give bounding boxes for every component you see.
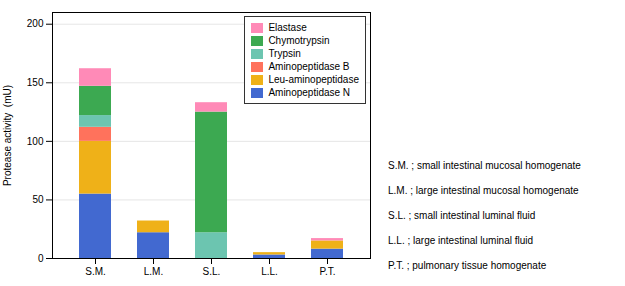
html-text:Trypsin: Trypsin (268, 48, 301, 59)
svg-text:P.T.: P.T. (320, 266, 336, 277)
svg-text:200: 200 (27, 18, 44, 29)
svg-text:S.L.: S.L. (203, 266, 221, 277)
svg-text:L.M.: L.M. (144, 266, 163, 277)
html-text:L.L. ; large intestinal lumina: L.L. ; large intestinal luminal fluid (388, 235, 534, 246)
html-text:P.T. ; pulmonary tissue homoge: P.T. ; pulmonary tissue homogenate (388, 260, 547, 271)
svg-text:L.L.: L.L. (261, 266, 278, 277)
html-text:Aminopeptidase N: Aminopeptidase N (268, 87, 351, 98)
html-text:L.M. ; large intestinal mucosa: L.M. ; large intestinal mucosal homogena… (388, 185, 579, 196)
html-text:Elastase: Elastase (268, 22, 307, 33)
html-text:Leu-aminopeptidase: Leu-aminopeptidase (268, 74, 359, 85)
html-text:S.M. ; small intestinal mucosa: S.M. ; small intestinal mucosal homogena… (388, 160, 581, 171)
html-text:Aminopeptidase B: Aminopeptidase B (268, 61, 350, 72)
svg-text:0: 0 (38, 253, 44, 264)
html-text:S.L. ; small intestinal lumina: S.L. ; small intestinal luminal fluid (388, 210, 536, 221)
svg-text:50: 50 (32, 194, 44, 205)
svg-text:S.M.: S.M. (85, 266, 106, 277)
svg-text:Protease activity (mU): Protease activity (mU) (2, 85, 13, 186)
svg-text:100: 100 (27, 136, 44, 147)
html-text:Chymotrypsin: Chymotrypsin (268, 35, 330, 46)
svg-text:150: 150 (27, 77, 44, 88)
